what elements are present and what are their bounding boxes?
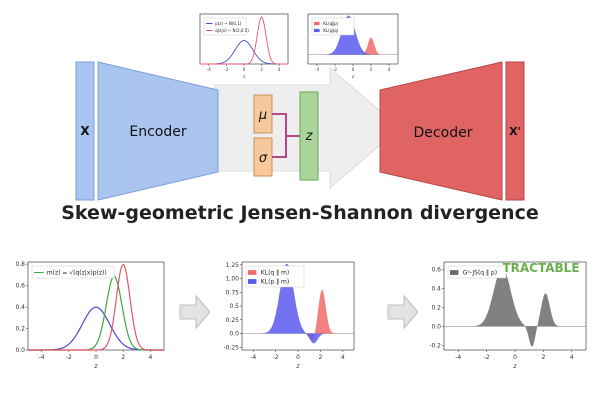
bottom-left-ytick-label: 0.4 <box>15 304 25 311</box>
bottom-left-legend-box <box>31 265 115 279</box>
bottom-right-xtick-label: 0 <box>513 354 517 361</box>
arrow-middle-to-right <box>387 294 419 330</box>
bottom-right-legend-label: Gᵅ-JS(q ‖ p) <box>463 270 497 277</box>
bottom-middle-legend-label: KL(q ‖ m) <box>261 270 289 277</box>
bottom-left-ytick-label: 0.6 <box>15 283 25 290</box>
bottom-right-xtick-label: 2 <box>541 354 545 361</box>
main-title: Skew-geometric Jensen-Shannon divergence <box>61 202 539 224</box>
top-right-inset-xtick-label: -2 <box>333 67 337 72</box>
bottom-left-xtick-label: -4 <box>39 354 45 361</box>
top-right-inset-xtick-label: -4 <box>315 67 319 72</box>
bottom-left-ytick-label: 0.0 <box>15 347 25 354</box>
bottom-left-legend-label: m(z) = √(q(z|x)p(z)) <box>47 270 107 277</box>
top-right-inset-xtick-label: 2 <box>370 67 373 72</box>
top-right-inset-xlabel: z <box>351 74 355 79</box>
top-right-inset-legend-box <box>311 17 355 36</box>
bottom-middle-ytick-label: -0.25 <box>223 344 239 351</box>
bottom-middle-ytick-label: 1.25 <box>226 262 240 269</box>
encoder-label: Encoder <box>129 124 186 140</box>
bottom-middle-xtick-label: 4 <box>341 354 345 361</box>
top-right-inset-legend-swatch <box>314 28 320 33</box>
bottom-left-series-2 <box>28 263 164 351</box>
top-left-inset-xtick-label: 2 <box>260 67 263 72</box>
bottom-right-ytick-label: 0.6 <box>431 267 441 274</box>
top-right-inset-chart: -4 -2 0 2 4 z KL(q‖p) KL(p‖q) <box>307 13 399 79</box>
top-left-inset-legend-label: q(z|x) ~ N(2,0.5) <box>215 28 249 33</box>
bottom-middle-xtick-label: 0 <box>296 354 300 361</box>
bottom-right-xtick-label: 4 <box>570 354 574 361</box>
bottom-left-xtick-label: 4 <box>148 354 152 361</box>
top-right-inset-xtick-label: 0 <box>352 67 355 72</box>
bottom-middle-ytick-label: 0.0 <box>229 331 239 338</box>
bottom-middle-ytick-label: 0.75 <box>226 289 240 296</box>
input-x-label: X <box>80 124 90 138</box>
bottom-left-chart: -4 -2 0 2 4 z 0.0 0.2 0.4 0.6 0.8 m(z) = √(q(z|x)p(… <box>15 261 165 370</box>
encoder-block <box>97 61 219 201</box>
top-right-inset-series-0 <box>308 37 398 55</box>
bottom-right-legend-swatch <box>450 270 459 275</box>
arrow-left-to-middle <box>179 294 211 330</box>
bottom-right-ytick-label: 0.4 <box>431 285 441 292</box>
bottom-right-ytick-label: -0.2 <box>429 342 441 349</box>
top-right-inset-legend-swatch <box>314 21 320 26</box>
bottom-right-chart: -4 -2 0 2 4 z -0.2 0.0 0.2 0.4 0.6 Gᵅ-JS(q ‖ p) <box>429 261 587 370</box>
bottom-middle-legend-swatch <box>248 270 257 275</box>
bottom-right-xlabel: z <box>512 363 517 370</box>
bottom-left-xlabel: z <box>93 363 98 370</box>
top-left-inset-legend-box <box>203 17 247 36</box>
top-left-inset-legend-label: p(z) ~ N(0,1) <box>215 21 242 26</box>
top-right-inset-legend-label: KL(q‖p) <box>323 21 338 26</box>
bottom-middle-legend-swatch <box>248 279 257 284</box>
bottom-left-xtick-label: 0 <box>94 354 98 361</box>
decoder-block <box>379 61 503 201</box>
top-left-inset-xtick-label: 4 <box>278 67 281 72</box>
output-xprime-label: X' <box>509 125 521 138</box>
bottom-middle-series-0 <box>242 289 354 341</box>
bottom-middle-xtick-label: -4 <box>250 354 256 361</box>
top-right-inset-xtick-label: 4 <box>388 67 391 72</box>
mu-label: μ <box>258 108 267 123</box>
bottom-right-xtick-label: -4 <box>455 354 461 361</box>
bottom-left-xtick-label: 2 <box>121 354 125 361</box>
top-right-inset-legend-label: KL(p‖q) <box>323 28 338 33</box>
bottom-middle-series-1 <box>242 263 354 344</box>
bottom-middle-xtick-label: 2 <box>318 354 322 361</box>
decoder-label: Decoder <box>414 125 473 141</box>
tractable-label: TRACTABLE <box>502 261 579 275</box>
sigma-label: σ <box>259 151 268 166</box>
bottom-middle-legend-box <box>245 265 305 288</box>
bottom-right-legend-box <box>447 265 507 279</box>
top-left-inset-series-1 <box>200 16 288 65</box>
top-left-inset-xtick-label: -2 <box>224 67 228 72</box>
bottom-left-ytick-label: 0.2 <box>15 326 25 333</box>
output-xprime-box <box>505 61 525 201</box>
bottom-left-xtick-label: -2 <box>66 354 72 361</box>
input-x-box <box>75 61 95 201</box>
bottom-right-ytick-label: 0.0 <box>431 323 441 330</box>
bottom-right-ytick-label: 0.2 <box>431 304 441 311</box>
bottom-middle-xtick-label: -2 <box>273 354 279 361</box>
bottom-left-ytick-label: 0.8 <box>15 261 25 268</box>
top-left-inset-xtick-label: 0 <box>243 67 246 72</box>
bottom-right-xtick-label: -2 <box>484 354 490 361</box>
bottom-middle-chart: -4 -2 0 2 4 z -0.25 0.0 0.25 0.5 0.75 1.00 1.25 KL(q … <box>223 261 355 370</box>
top-left-inset-xlabel: z <box>242 74 246 79</box>
bottom-middle-ytick-label: 1.00 <box>226 276 240 283</box>
bottom-middle-ytick-label: 0.5 <box>229 303 239 310</box>
top-left-inset-chart: -4 -2 0 2 4 z p(z) ~ N(0,1) q(z|x) ~ N(2,0.5) <box>199 13 289 79</box>
z-label: z <box>305 129 314 144</box>
bottom-middle-legend-label: KL(p ‖ m) <box>261 279 289 286</box>
mu-sigma-connector <box>272 113 300 158</box>
top-left-inset-xtick-label: -4 <box>207 67 211 72</box>
z-box <box>299 91 319 181</box>
bottom-middle-xlabel: z <box>295 363 300 370</box>
bottom-middle-ytick-label: 0.25 <box>226 317 240 324</box>
